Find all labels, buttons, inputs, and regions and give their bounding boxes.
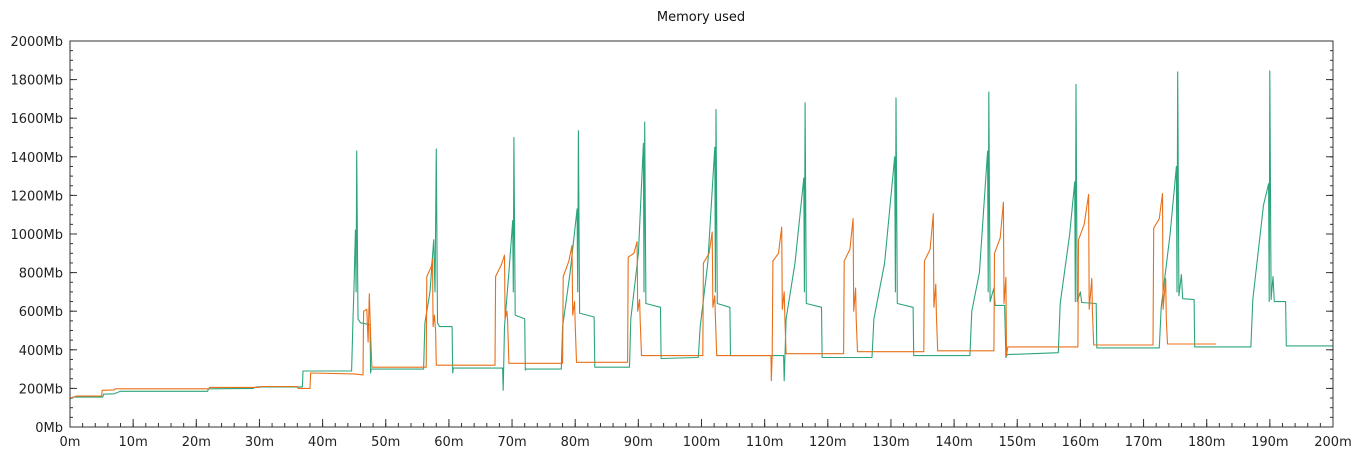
y-tick-label: 800Mb [19, 267, 63, 282]
x-tick-label: 40m [308, 435, 337, 450]
x-tick-label: 0m [60, 435, 81, 450]
y-tick-label: 1200Mb [10, 189, 63, 204]
y-tick-label: 1000Mb [10, 228, 63, 243]
y-tick-label: 400Mb [19, 344, 63, 359]
x-tick-label: 170m [1125, 435, 1162, 450]
x-tick-label: 50m [371, 435, 400, 450]
x-tick-label: 120m [809, 435, 846, 450]
x-tick-label: 190m [1251, 435, 1288, 450]
y-tick-label: 2000Mb [10, 35, 63, 50]
y-tick-label: 0Mb [35, 421, 63, 436]
y-tick-label: 200Mb [19, 382, 63, 397]
y-tick-label: 1400Mb [10, 151, 63, 166]
x-tick-label: 140m [935, 435, 972, 450]
series-line-1 [69, 192, 1217, 399]
x-tick-label: 10m [119, 435, 148, 450]
x-tick-label: 90m [624, 435, 653, 450]
y-tick-label: 1800Mb [10, 74, 63, 89]
x-tick-label: 30m [245, 435, 274, 450]
chart-title: Memory used [657, 10, 745, 25]
plot-frame [69, 40, 1334, 428]
x-tick-label: 100m [683, 435, 720, 450]
x-tick-label: 180m [1188, 435, 1225, 450]
y-tick-label: 1600Mb [10, 112, 63, 127]
x-tick-label: 20m [182, 435, 211, 450]
x-tick-label: 110m [746, 435, 783, 450]
axis-ticks: 0m 10m 20m 30m 40m 50m 60m 70m 80m 90m 100m 110m 120… [10, 35, 1351, 450]
x-tick-label: 60m [434, 435, 463, 450]
y-tick-label: 600Mb [19, 305, 63, 320]
x-tick-label: 130m [872, 435, 909, 450]
x-tick-label: 160m [1062, 435, 1099, 450]
series-group [69, 70, 1333, 400]
series-line-0 [69, 70, 1333, 400]
x-tick-label: 150m [999, 435, 1036, 450]
x-tick-label: 80m [561, 435, 590, 450]
x-tick-label: 200m [1314, 435, 1351, 450]
x-tick-label: 70m [497, 435, 526, 450]
